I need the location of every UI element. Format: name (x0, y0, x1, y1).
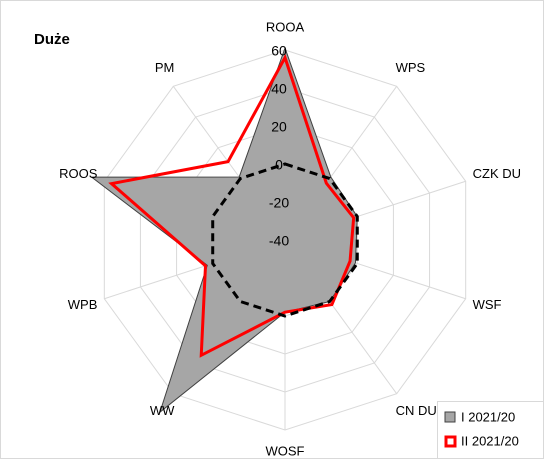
r-tick-label: 40 (271, 81, 287, 97)
legend-swatch (444, 435, 457, 448)
legend-label: II 2021/20 (461, 433, 519, 448)
category-label: WPB (68, 297, 98, 312)
reference-line (211, 162, 359, 318)
r-tick-label: 0 (275, 157, 283, 173)
category-label: ROOS (59, 166, 98, 181)
r-tick-label: 60 (271, 43, 287, 59)
category-label: WOSF (266, 443, 305, 458)
category-label: PM (155, 60, 175, 75)
category-label: WSF (473, 297, 502, 312)
category-label: CN DU (396, 403, 437, 418)
series-line (108, 53, 356, 358)
r-tick-label: 20 (271, 119, 287, 135)
legend-box (437, 401, 544, 459)
category-label: CZK DU (473, 166, 521, 181)
r-tick-label: -20 (269, 195, 289, 211)
legend-label: I 2021/20 (461, 409, 515, 424)
chart-title: Duże (34, 31, 70, 48)
category-label: WPS (396, 60, 426, 75)
r-tick-label: -40 (269, 233, 289, 249)
legend-swatch (444, 411, 456, 423)
category-label: ROOA (266, 19, 305, 34)
category-label: WW (150, 403, 175, 418)
